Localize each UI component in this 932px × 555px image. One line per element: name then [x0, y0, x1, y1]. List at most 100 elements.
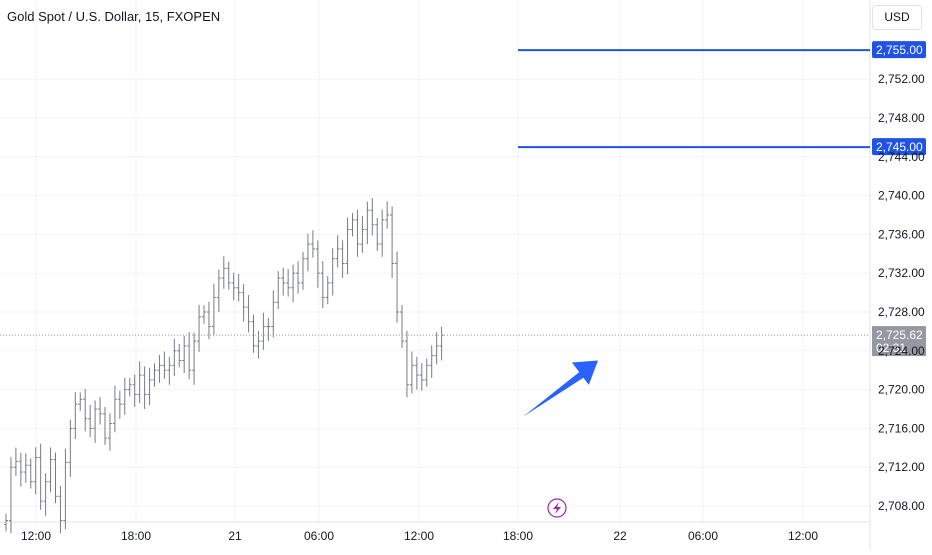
- ohlc-bar: [98, 396, 103, 425]
- price-tick-label: 2,744.00: [878, 150, 925, 164]
- currency-button[interactable]: USD: [872, 5, 922, 30]
- ohlc-bar: [305, 233, 310, 272]
- ohlc-bar: [63, 448, 68, 530]
- arrow-shape: [523, 360, 598, 417]
- ohlc-bar: [231, 272, 236, 301]
- ohlc-bar: [350, 213, 355, 237]
- price-tick-label: 2,752.00: [878, 72, 925, 86]
- ohlc-bar: [340, 240, 345, 279]
- price-tick-label: 2,712.00: [878, 460, 925, 474]
- ohlc-bar: [211, 283, 216, 336]
- ohlc-bar: [271, 290, 276, 338]
- ohlc-bar: [18, 452, 23, 487]
- ohlc-bar: [221, 256, 226, 289]
- ohlc-bar: [107, 413, 112, 451]
- ohlc-bar: [83, 389, 88, 432]
- ohlc-bar: [28, 458, 33, 489]
- ohlc-bar: [142, 366, 147, 409]
- symbol-title: Gold Spot / U.S. Dollar, 15, FXOPEN: [7, 9, 221, 24]
- ohlc-bar: [147, 367, 152, 406]
- ohlc-bar: [365, 201, 370, 245]
- ohlc-bar: [132, 374, 137, 408]
- ohlc-bar: [251, 314, 256, 353]
- ohlc-bar: [216, 269, 221, 312]
- ohlc-bar: [167, 356, 172, 385]
- ohlc-bar: [53, 452, 58, 504]
- ohlc-bar: [291, 264, 296, 303]
- price-tick-label: 2,720.00: [878, 383, 925, 397]
- ohlc-bar: [182, 335, 187, 374]
- ohlc-bar: [197, 304, 202, 352]
- price-tick-label: 2,732.00: [878, 266, 925, 280]
- ohlc-bar: [439, 326, 444, 361]
- time-tick-label: 18:00: [121, 529, 151, 543]
- price-tick-label: 2,740.00: [878, 189, 925, 203]
- ohlc-bar: [429, 345, 434, 378]
- ohlc-bar: [276, 271, 281, 310]
- level-price-badge: [872, 138, 926, 156]
- ohlc-bar: [4, 513, 8, 532]
- price-axis[interactable]: 2,708.00 2,712.00 2,716.00 2,720.00 2,724.00…: [878, 72, 925, 513]
- ohlc-bar: [241, 284, 246, 322]
- ohlc-bar: [88, 404, 93, 438]
- ohlc-bar: [409, 351, 414, 394]
- ohlc-bar: [360, 215, 365, 253]
- ohlc-bar: [301, 251, 305, 290]
- ohlc-bar: [122, 377, 127, 415]
- ohlc-bar: [157, 355, 162, 383]
- ohlc-bar: [187, 332, 192, 379]
- price-tick-label: 2,748.00: [878, 111, 925, 125]
- ohlc-bar: [375, 217, 380, 251]
- ohlc-bar: [286, 269, 291, 297]
- ohlc-bar: [395, 251, 400, 323]
- price-tick-label: 2,728.00: [878, 305, 925, 319]
- ohlc-bar: [137, 361, 142, 404]
- ohlc-bar: [424, 358, 429, 387]
- ohlc-bar: [112, 385, 117, 433]
- ohlc-bar: [13, 447, 18, 476]
- arrow-drawing[interactable]: [523, 360, 598, 417]
- ohlc-bar: [400, 305, 404, 348]
- ohlc-bar: [152, 363, 157, 387]
- ohlc-bar: [419, 363, 424, 391]
- ohlc-bar: [117, 390, 122, 419]
- horizontal-levels[interactable]: 2,755.00 2,745.00: [518, 41, 926, 156]
- ohlc-bar: [345, 217, 350, 275]
- time-tick-label: 06:00: [304, 529, 334, 543]
- ohlc-bar: [68, 419, 73, 477]
- ohlc-bar: [296, 261, 301, 294]
- ohlc-bar: [246, 295, 251, 333]
- ohlc-bar: [78, 392, 83, 411]
- time-tick-label: 12:00: [404, 529, 434, 543]
- time-tick-label: 21: [228, 529, 242, 543]
- time-axis[interactable]: 12:00 18:00 21 06:00 12:00 18:00 22 06:00 12:00: [21, 529, 818, 543]
- ohlc-bar: [281, 267, 286, 296]
- ohlc-bar: [330, 248, 335, 296]
- ohlc-bar: [93, 400, 98, 443]
- ohlc-bar: [48, 447, 53, 493]
- time-tick-label: 12:00: [788, 529, 818, 543]
- ohlc-bar: [380, 209, 385, 257]
- price-tick-label: 2,736.00: [878, 227, 925, 241]
- ohlc-bar: [8, 456, 13, 534]
- countdown-label: 02:31: [876, 341, 906, 355]
- ohlc-bar: [355, 209, 360, 257]
- ohlc-bar: [103, 407, 107, 445]
- ohlc-bar: [206, 301, 211, 340]
- ohlc-bar: [335, 235, 340, 268]
- level-price-label: 2,745.00: [876, 140, 923, 154]
- ohlc-bar: [202, 305, 206, 324]
- price-tick-label: 2,708.00: [878, 499, 925, 513]
- ohlc-bar: [23, 453, 28, 483]
- ohlc-bar: [261, 312, 266, 350]
- level-price-label: 2,755.00: [876, 43, 923, 57]
- grid: [0, 0, 870, 522]
- ohlc-bar: [390, 206, 395, 279]
- ohlc-bar: [226, 261, 231, 290]
- price-bars: [4, 198, 444, 534]
- lightning-icon[interactable]: [547, 498, 567, 518]
- price-tick-label: 2,716.00: [878, 421, 925, 435]
